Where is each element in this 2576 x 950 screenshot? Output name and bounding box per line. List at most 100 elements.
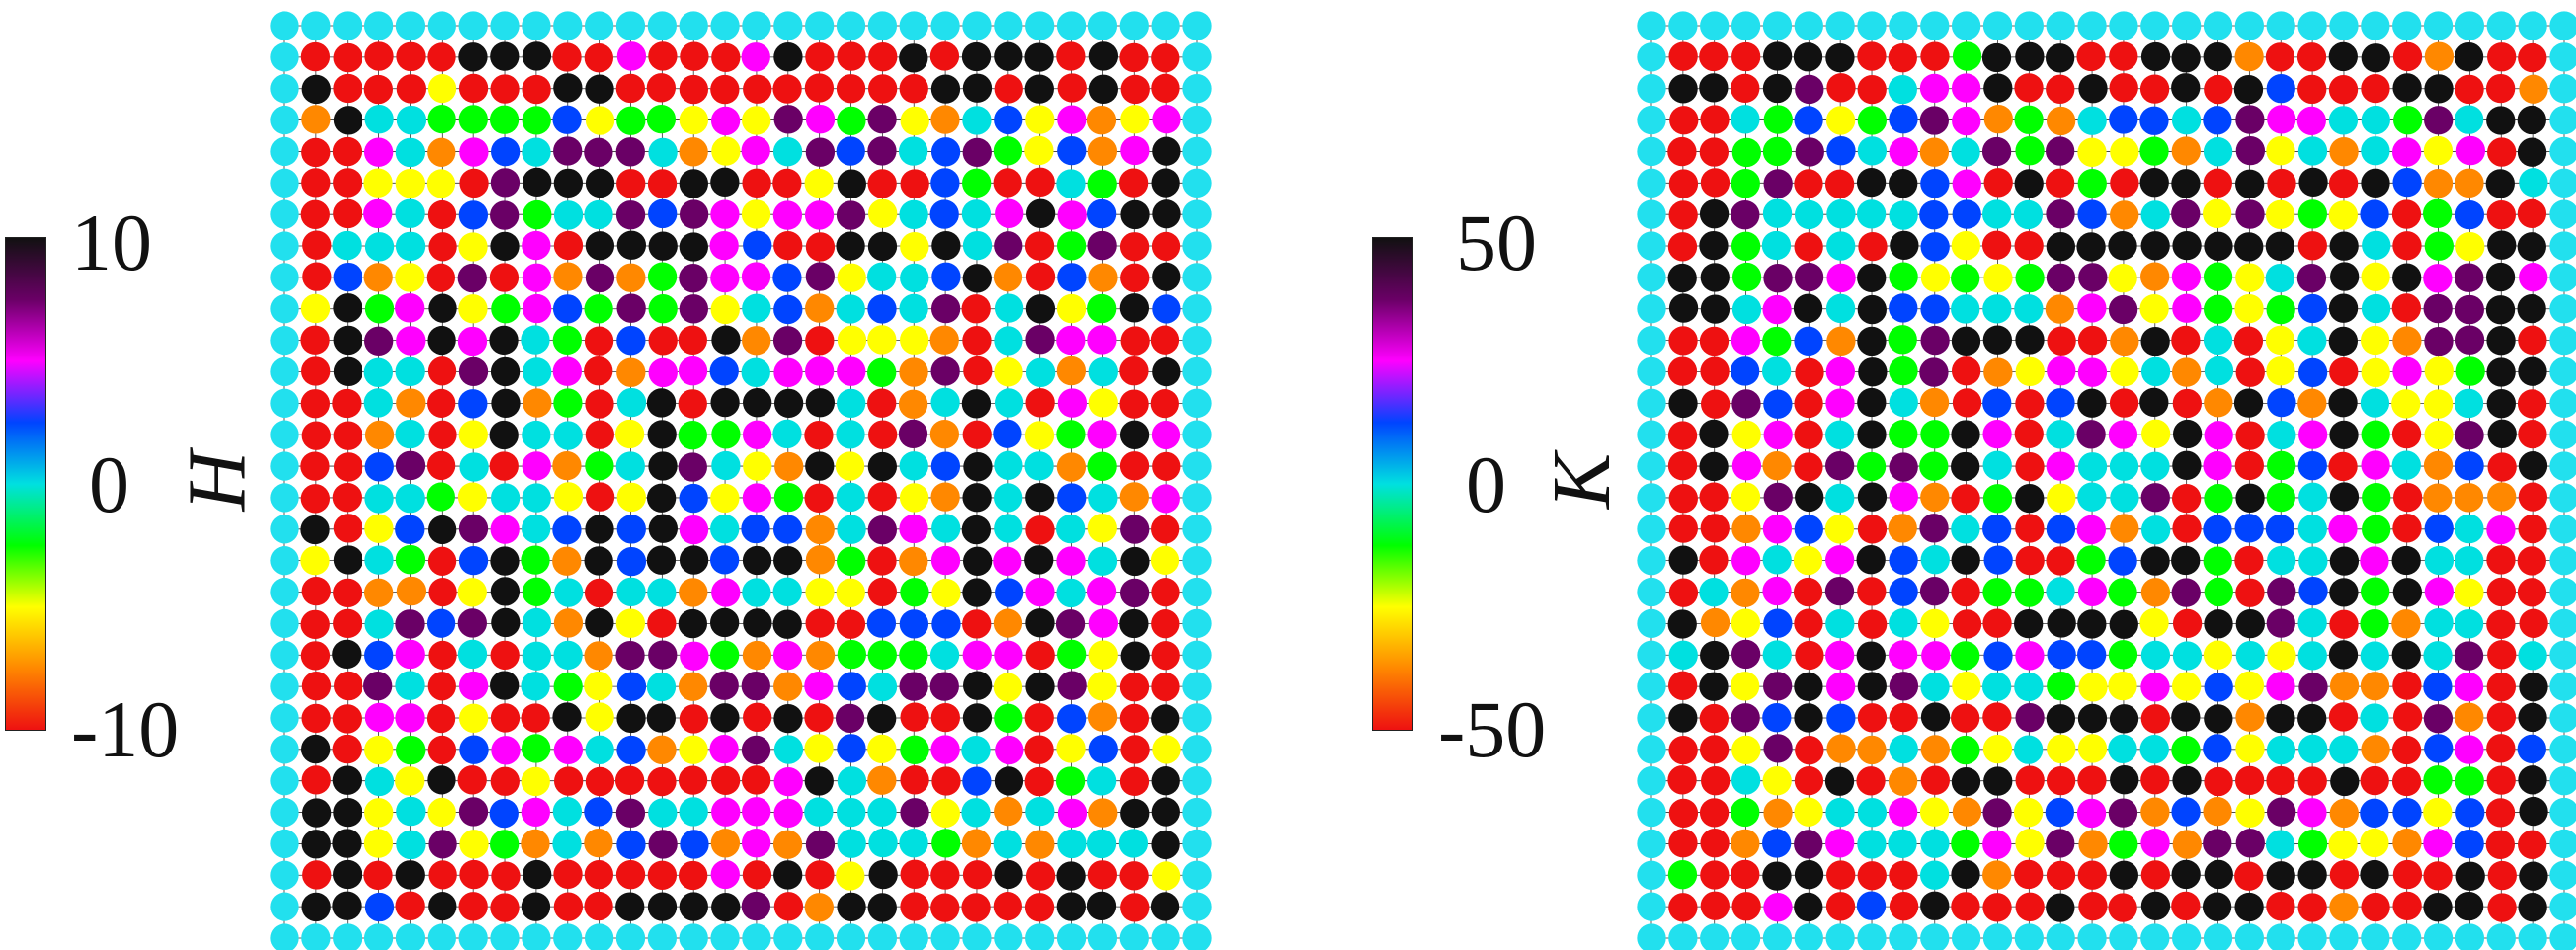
lattice-node [1982, 450, 2012, 480]
lattice-node [2014, 231, 2044, 261]
lattice-node [867, 357, 897, 387]
lattice-node [2454, 641, 2484, 671]
lattice-node [1731, 451, 1762, 481]
lattice-node [395, 671, 425, 700]
lattice-node [2423, 483, 2453, 513]
lattice-node [1056, 734, 1086, 763]
lattice-node [1025, 167, 1055, 197]
lattice-node [1699, 703, 1730, 734]
lattice-node [2455, 578, 2484, 607]
lattice-node [1919, 200, 1949, 230]
lattice-node [2360, 388, 2390, 418]
lattice-node [363, 860, 393, 890]
lattice-node [2297, 766, 2327, 796]
lattice-node [2455, 325, 2485, 355]
lattice-node [679, 74, 709, 105]
lattice-node [2360, 828, 2389, 858]
lattice-node [457, 326, 488, 356]
lattice-node [2517, 137, 2547, 167]
lattice-node [395, 891, 425, 920]
lattice-node [616, 703, 646, 734]
lattice-node [993, 891, 1023, 921]
boundary-node [270, 11, 299, 40]
lattice-node [333, 73, 362, 104]
lattice-node [836, 231, 865, 261]
lattice-node [1088, 41, 1119, 71]
lattice-node [2202, 892, 2232, 921]
lattice-node [1825, 483, 1855, 514]
lattice-node [835, 451, 865, 481]
lattice-node [615, 608, 646, 638]
lattice-node [1982, 325, 2013, 355]
lattice-node [2077, 734, 2108, 763]
lattice-node [1920, 765, 1950, 795]
lattice-node [1920, 545, 1950, 575]
lattice-node [710, 294, 740, 325]
lattice-node [2392, 231, 2422, 261]
boundary-node [270, 325, 299, 356]
lattice-node [2171, 859, 2201, 890]
lattice-node [679, 264, 708, 293]
lattice-node [2172, 419, 2203, 449]
lattice-node [427, 42, 456, 72]
lattice-node [962, 703, 993, 733]
boundary-node [2266, 11, 2295, 40]
lattice-node [1700, 168, 1731, 198]
lattice-node [679, 892, 708, 921]
lattice-node [1731, 325, 1761, 356]
lattice-node [615, 892, 645, 921]
lattice-node [1699, 419, 1729, 449]
boundary-node [270, 420, 299, 449]
lattice-node [709, 356, 739, 386]
lattice-node [1120, 199, 1150, 230]
lattice-node [867, 294, 897, 324]
lattice-node [1731, 735, 1761, 765]
lattice-node [930, 482, 960, 512]
lattice-node [585, 482, 615, 512]
lattice-node [491, 388, 521, 419]
lattice-node [1983, 73, 2013, 103]
lattice-node [364, 232, 395, 262]
lattice-node [523, 167, 552, 198]
lattice-node [1088, 263, 1118, 292]
lattice-node [2454, 42, 2484, 72]
lattice-node [1731, 608, 1761, 638]
boundary-node [584, 923, 614, 950]
lattice-node [2361, 136, 2390, 166]
lattice-node [678, 672, 708, 701]
lattice-node [2235, 578, 2265, 607]
lattice-node [457, 765, 487, 795]
boundary-node [270, 231, 299, 261]
lattice-node [2077, 293, 2107, 323]
lattice-node [395, 137, 426, 168]
lattice-node [2046, 106, 2076, 136]
lattice-node [1857, 703, 1888, 733]
lattice-node [333, 514, 363, 543]
lattice-node [1825, 672, 1856, 702]
lattice-node [1920, 482, 1950, 513]
lattice-node [2329, 609, 2359, 639]
lattice-node [1983, 641, 2013, 671]
lattice-node [2047, 483, 2076, 513]
lattice-node [364, 702, 395, 733]
lattice-node [2267, 545, 2296, 576]
lattice-node [1150, 325, 1180, 355]
lattice-node [648, 41, 678, 71]
boundary-node [1637, 672, 1666, 701]
lattice-node [395, 198, 425, 228]
lattice-node [553, 482, 584, 512]
lattice-node [2015, 452, 2045, 482]
lattice-node [2266, 356, 2295, 386]
lattice-node [615, 200, 646, 230]
lattice-node [2266, 703, 2295, 734]
boundary-node [2329, 11, 2359, 40]
lattice-node [2077, 452, 2108, 482]
lattice-node [1057, 263, 1087, 292]
lattice-node [709, 607, 740, 638]
lattice-node [2140, 704, 2171, 734]
lattice-node [2235, 608, 2265, 639]
lattice-node [1762, 326, 1792, 356]
lattice-node [1858, 357, 1888, 387]
lattice-node [1087, 106, 1117, 135]
lattice-node [899, 672, 928, 701]
